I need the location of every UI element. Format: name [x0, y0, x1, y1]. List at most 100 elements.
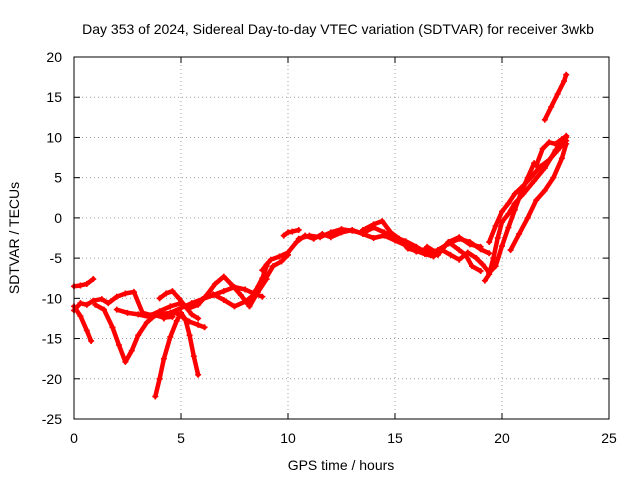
data-point	[263, 261, 270, 268]
data-point	[381, 229, 388, 236]
data-point	[505, 210, 512, 217]
data-point	[212, 280, 219, 287]
x-tick-label: 15	[387, 430, 403, 446]
data-point	[122, 290, 129, 297]
data-point	[379, 218, 386, 225]
data-point	[83, 327, 90, 334]
data-point	[92, 301, 99, 308]
data-point	[558, 155, 565, 162]
data-point	[169, 288, 176, 295]
data-point	[424, 243, 431, 250]
data-point	[143, 319, 150, 326]
data-point	[550, 174, 557, 181]
data-point	[338, 226, 345, 233]
data-point	[541, 165, 548, 172]
data-point	[115, 341, 122, 348]
data-point	[548, 103, 555, 110]
data-point	[173, 309, 180, 316]
data-point	[113, 293, 120, 300]
data-series	[71, 71, 570, 400]
data-point	[220, 288, 227, 295]
data-point	[167, 303, 174, 310]
data-point	[124, 309, 131, 316]
data-point	[113, 306, 120, 313]
data-point	[404, 245, 411, 252]
series-track-10	[247, 263, 269, 305]
data-point	[447, 251, 454, 258]
series-track-14	[360, 218, 479, 262]
data-point	[145, 313, 152, 320]
data-point	[242, 298, 249, 305]
data-point	[505, 200, 512, 207]
data-point	[295, 226, 302, 233]
axis-ticks: 0 5 10 15 20 25 -25 -20 -15 -10 -5 0 5 10 15 20	[42, 49, 617, 446]
data-point	[210, 291, 217, 298]
data-point	[237, 292, 244, 299]
data-point	[349, 227, 356, 234]
data-point	[473, 255, 480, 262]
data-point	[199, 296, 206, 303]
data-point	[195, 321, 202, 328]
y-tick-label: -5	[50, 250, 63, 266]
data-point	[280, 232, 287, 239]
data-point	[100, 306, 107, 313]
data-point	[167, 311, 174, 318]
data-point	[246, 299, 253, 306]
data-point	[259, 267, 266, 274]
grid-lines	[74, 57, 609, 419]
data-point	[531, 177, 538, 184]
data-point	[537, 163, 544, 170]
data-point	[109, 324, 116, 331]
data-point	[533, 197, 540, 204]
data-point	[295, 235, 302, 242]
data-point	[477, 267, 484, 274]
data-point	[77, 282, 84, 289]
data-point	[83, 301, 90, 308]
data-point	[105, 300, 112, 307]
data-point	[220, 273, 227, 280]
series-track-3	[71, 304, 94, 344]
data-point	[293, 239, 300, 246]
series-track-19	[508, 141, 569, 253]
data-point	[317, 234, 324, 241]
data-point	[231, 284, 238, 291]
data-point	[276, 253, 283, 260]
data-point	[554, 91, 561, 98]
x-tick-label: 5	[177, 430, 185, 446]
x-tick-label: 10	[280, 430, 296, 446]
data-point	[195, 371, 202, 378]
data-point	[160, 355, 167, 362]
data-point	[270, 263, 277, 270]
x-tick-label: 20	[494, 430, 510, 446]
data-point	[430, 253, 437, 260]
data-point	[554, 147, 561, 154]
data-point	[252, 287, 259, 294]
x-tick-label: 0	[70, 430, 78, 446]
data-point	[456, 247, 463, 254]
data-point	[188, 311, 195, 318]
data-point	[563, 71, 570, 78]
data-point	[278, 258, 285, 265]
data-point	[90, 276, 97, 283]
data-point	[130, 288, 137, 295]
data-point	[490, 255, 497, 262]
x-axis-label: GPS time / hours	[288, 457, 395, 473]
data-point	[434, 250, 441, 257]
data-point	[524, 214, 531, 221]
data-point	[267, 256, 274, 263]
data-point	[289, 228, 296, 235]
series-track-11	[260, 227, 483, 273]
data-point	[396, 235, 403, 242]
data-point	[285, 229, 291, 236]
data-point	[156, 375, 163, 382]
data-point	[188, 300, 195, 307]
y-tick-label: -20	[42, 371, 62, 387]
data-point	[242, 286, 249, 293]
data-point	[98, 296, 105, 303]
data-point	[499, 208, 505, 215]
data-point	[546, 139, 553, 146]
data-point	[539, 145, 546, 152]
data-point	[285, 249, 291, 256]
data-point	[173, 317, 180, 324]
y-tick-label: 20	[46, 49, 62, 65]
